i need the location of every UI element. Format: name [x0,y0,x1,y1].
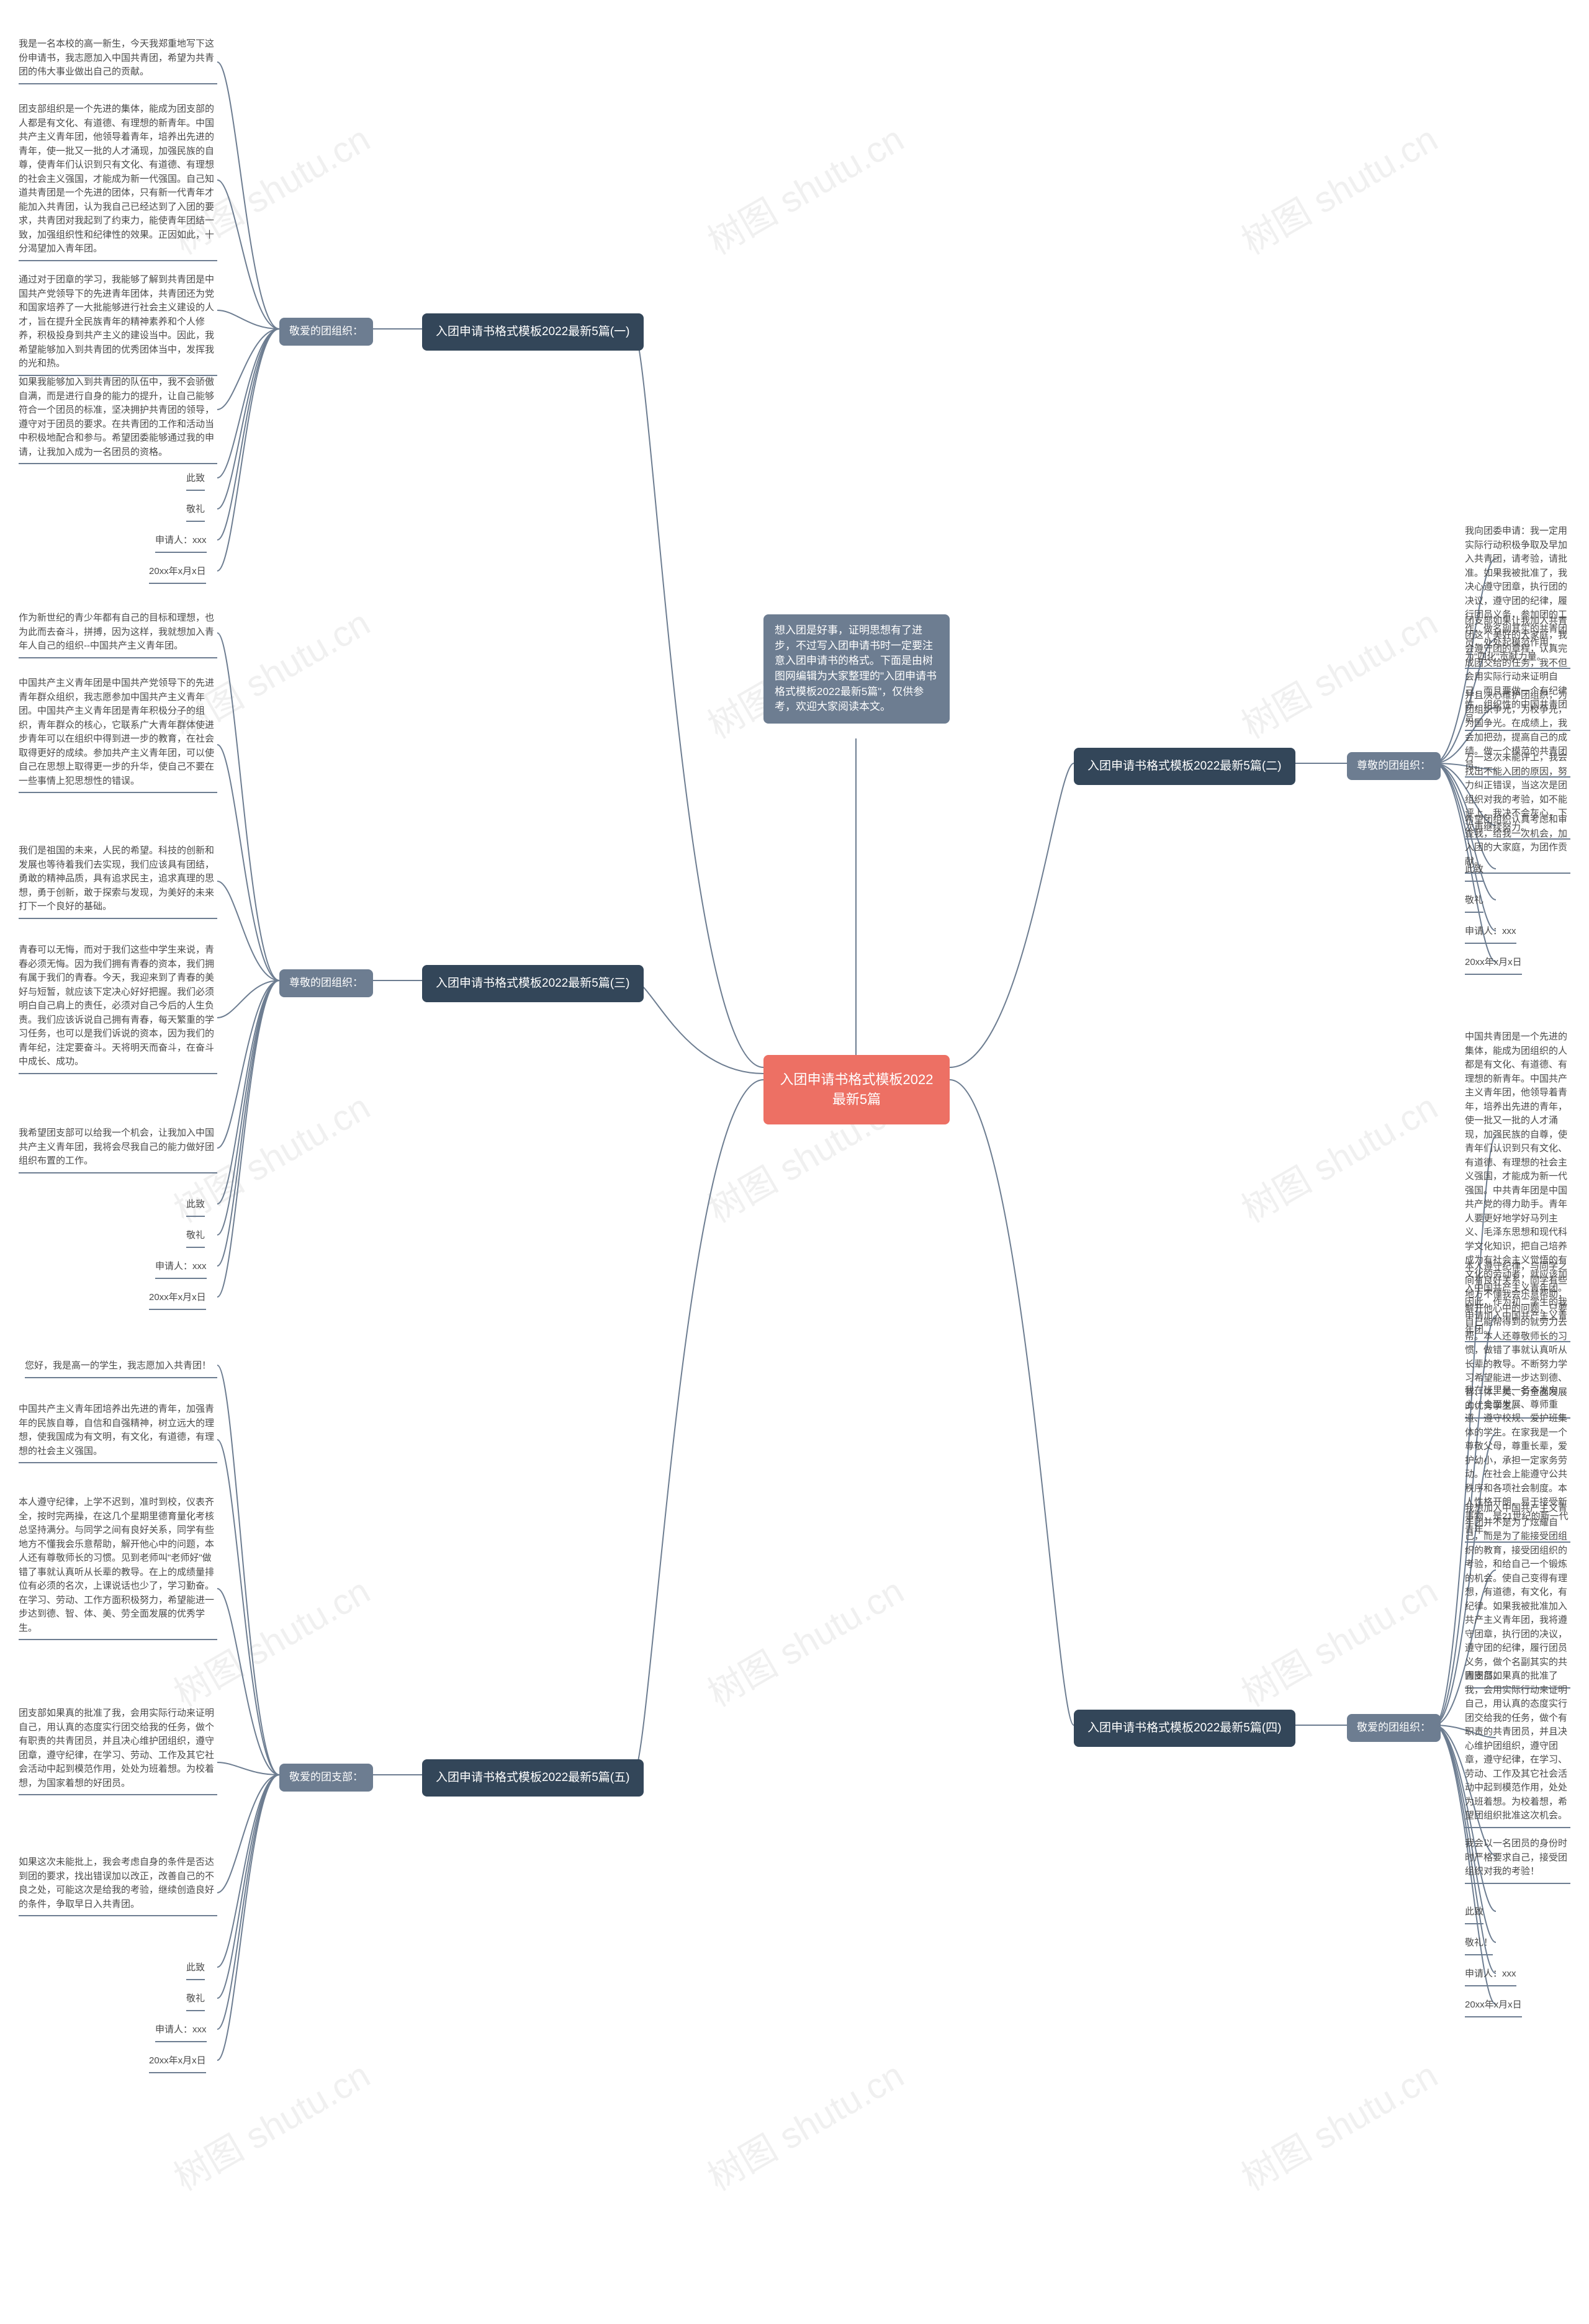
section-2-title: 入团申请书格式模板2022最新5篇(二) [1087,760,1282,773]
leaf: 团支部组织是一个先进的集体，能成为团支部的人都是有文化、有道德、有理想的新青年。… [19,102,217,261]
leaf: 敬礼 [186,1229,205,1248]
section-4[interactable]: 入团申请书格式模板2022最新5篇(四) [1074,1710,1295,1747]
section-3-title: 入团申请书格式模板2022最新5篇(三) [436,977,630,990]
root-node[interactable]: 入团申请书格式模板2022最新5篇 [763,1055,950,1124]
leaf: 申请人：xxx [1465,1967,1516,1986]
section-4-sub-text: 敬爱的团组织： [1357,1721,1431,1733]
leaf: 中国共产主义青年团培养出先进的青年，加强青年的民族自尊，自信和自强精神，树立远大… [19,1402,217,1463]
leaf: 青春可以无悔，而对于我们这些中学生来说，青春必须无悔。因为我们拥有青春的资本，我… [19,943,217,1074]
leaf: 申请人：xxx [155,534,207,553]
section-2-sub-text: 尊敬的团组织： [1357,760,1431,771]
watermark: 树图 shutu.cn [1231,594,1446,748]
section-1-title: 入团申请书格式模板2022最新5篇(一) [436,325,630,338]
leaf: 我会以一名团员的身份时时严格要求自己，接受团组织对我的考验！ [1465,1837,1570,1884]
leaf: 申请人：xxx [155,1260,207,1279]
watermark: 树图 shutu.cn [1231,110,1446,264]
leaf: 如果这次未能批上，我会考虑自身的条件是否达到团的要求，找出错误加以改正，改善自己… [19,1855,217,1916]
leaf: 敬礼 [1465,894,1483,913]
leaf: 此致 [186,1198,205,1217]
leaf: 20xx年x月x日 [149,2054,206,2073]
leaf: 20xx年x月x日 [1465,956,1522,975]
leaf: 团支部如果真的批准了我，会用实际行动来证明自己，用认真的态度实行团交给我的任务，… [19,1707,217,1795]
leaf: 本人遵守纪律，上学不迟到，准时到校，仪表齐全，按时完两操，在这几个星期里德育量化… [19,1496,217,1640]
leaf: 此致 [186,472,205,491]
leaf: 20xx年x月x日 [149,1291,206,1310]
section-1[interactable]: 入团申请书格式模板2022最新5篇(一) [422,313,644,351]
leaf: 20xx年x月x日 [1465,1998,1522,2017]
watermark: 树图 shutu.cn [1231,2047,1446,2201]
section-5-sub-text: 敬爱的团支部： [289,1771,363,1783]
leaf: 此致 [1465,1905,1483,1924]
watermark: 树图 shutu.cn [697,1563,912,1716]
section-3[interactable]: 入团申请书格式模板2022最新5篇(三) [422,965,644,1002]
leaf: 您好，我是高一的学生，我志愿加入共青团！ [25,1359,217,1378]
section-1-sub-text: 敬爱的团组织： [289,325,363,337]
section-4-title: 入团申请书格式模板2022最新5篇(四) [1087,1721,1282,1734]
section-2-sub[interactable]: 尊敬的团组织： [1347,752,1441,780]
watermark: 树图 shutu.cn [1231,1079,1446,1232]
leaf: 申请人：xxx [1465,925,1516,944]
watermark: 树图 shutu.cn [697,110,912,264]
section-3-sub[interactable]: 尊敬的团组织： [279,969,373,997]
section-3-sub-text: 尊敬的团组织： [289,977,363,989]
leaf: 此致 [186,1961,205,1980]
root-title: 入团申请书格式模板2022最新5篇 [780,1072,934,1107]
leaf: 申请人：xxx [155,2023,207,2042]
leaf: 敬礼 [186,503,205,522]
leaf: 此致 [1465,863,1483,882]
leaf: 我是一名本校的高一新生，今天我郑重地写下这份申请书，我志愿加入中国共青团，希望为… [19,37,217,84]
section-5-title: 入团申请书格式模板2022最新5篇(五) [436,1771,630,1784]
leaf: 我们是祖国的未来，人民的希望。科技的创新和发展也等待着我们去实现，我们应该具有团… [19,844,217,919]
section-5[interactable]: 入团申请书格式模板2022最新5篇(五) [422,1759,644,1797]
leaf: 我想加入中国共产主义青年团并不是为了炫耀自己，而是为了能接受团组织的教育，接受团… [1465,1502,1570,1689]
leaf: 中国共产主义青年团是中国共产党领导下的先进青年群众组织，我志愿参加中国共产主义青… [19,676,217,793]
intro-text: 想入团是好事，证明思想有了进步，不过写入团申请书时一定要注意入团申请书的格式。下… [775,624,937,712]
section-2[interactable]: 入团申请书格式模板2022最新5篇(二) [1074,748,1295,785]
leaf: 团支部如果真的批准了我，会用实际行动来证明自己，用认真的态度实行团交给我的任务，… [1465,1669,1570,1828]
leaf: 如果我能够加入到共青团的队伍中，我不会骄傲自满，而是进行自身的能力的提升，让自己… [19,375,217,464]
intro-node[interactable]: 想入团是好事，证明思想有了进步，不过写入团申请书时一定要注意入团申请书的格式。下… [763,614,950,724]
leaf: 敬礼 [186,1992,205,2011]
section-1-sub[interactable]: 敬爱的团组织： [279,318,373,346]
section-5-sub[interactable]: 敬爱的团支部： [279,1764,373,1792]
leaf: 通过对于团章的学习，我能够了解到共青团是中国共产党领导下的先进青年团体，共青团还… [19,273,217,376]
leaf: 作为新世纪的青少年都有自己的目标和理想，也为此而去奋斗，拼搏，因为这样，我就想加… [19,611,217,658]
leaf: 我希望团支部可以给我一个机会，让我加入中国共产主义青年团，我将会尽我自己的能力做… [19,1126,217,1173]
connectors [0,0,1589,2324]
section-4-sub[interactable]: 敬爱的团组织： [1347,1714,1441,1742]
leaf: 敬礼！ [1465,1936,1493,1955]
watermark: 树图 shutu.cn [697,2047,912,2201]
leaf: 20xx年x月x日 [149,565,206,584]
watermark: 树图 shutu.cn [1231,1563,1446,1716]
